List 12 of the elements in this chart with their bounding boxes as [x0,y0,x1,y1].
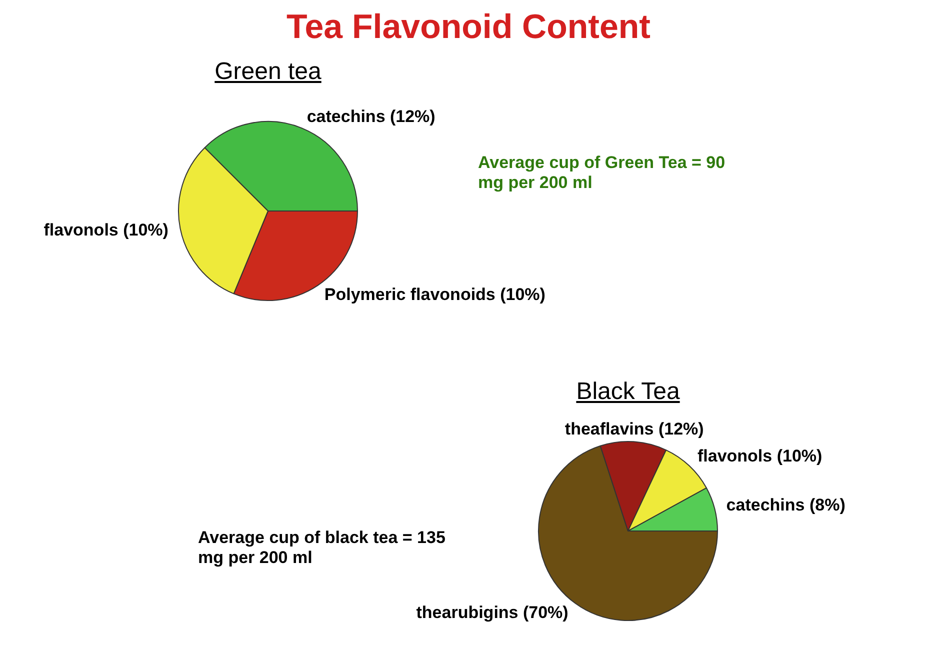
slice-label: theaflavins (12%) [564,419,704,438]
slice-label: Polymeric flavonoids (10%) [324,285,546,304]
chart-subtitle: Green tea [214,58,322,86]
slice-label: catechins (8%) [726,495,846,514]
chart-subtitle: Black Tea [575,378,681,406]
slice-label: flavonols (10%) [697,446,822,466]
slice-label: catechins (12%) [306,106,436,126]
text: Average cup of black tea = 135 mg per 200 ml [198,528,446,568]
text: Average cup of Green Tea = 90 mg per 200 ml [478,153,726,193]
chart-title: Tea Flavonoid Content [286,8,652,47]
slice-label: flavonols (10%) [44,220,168,240]
slice-label: thearubigins (70%) [416,602,568,622]
